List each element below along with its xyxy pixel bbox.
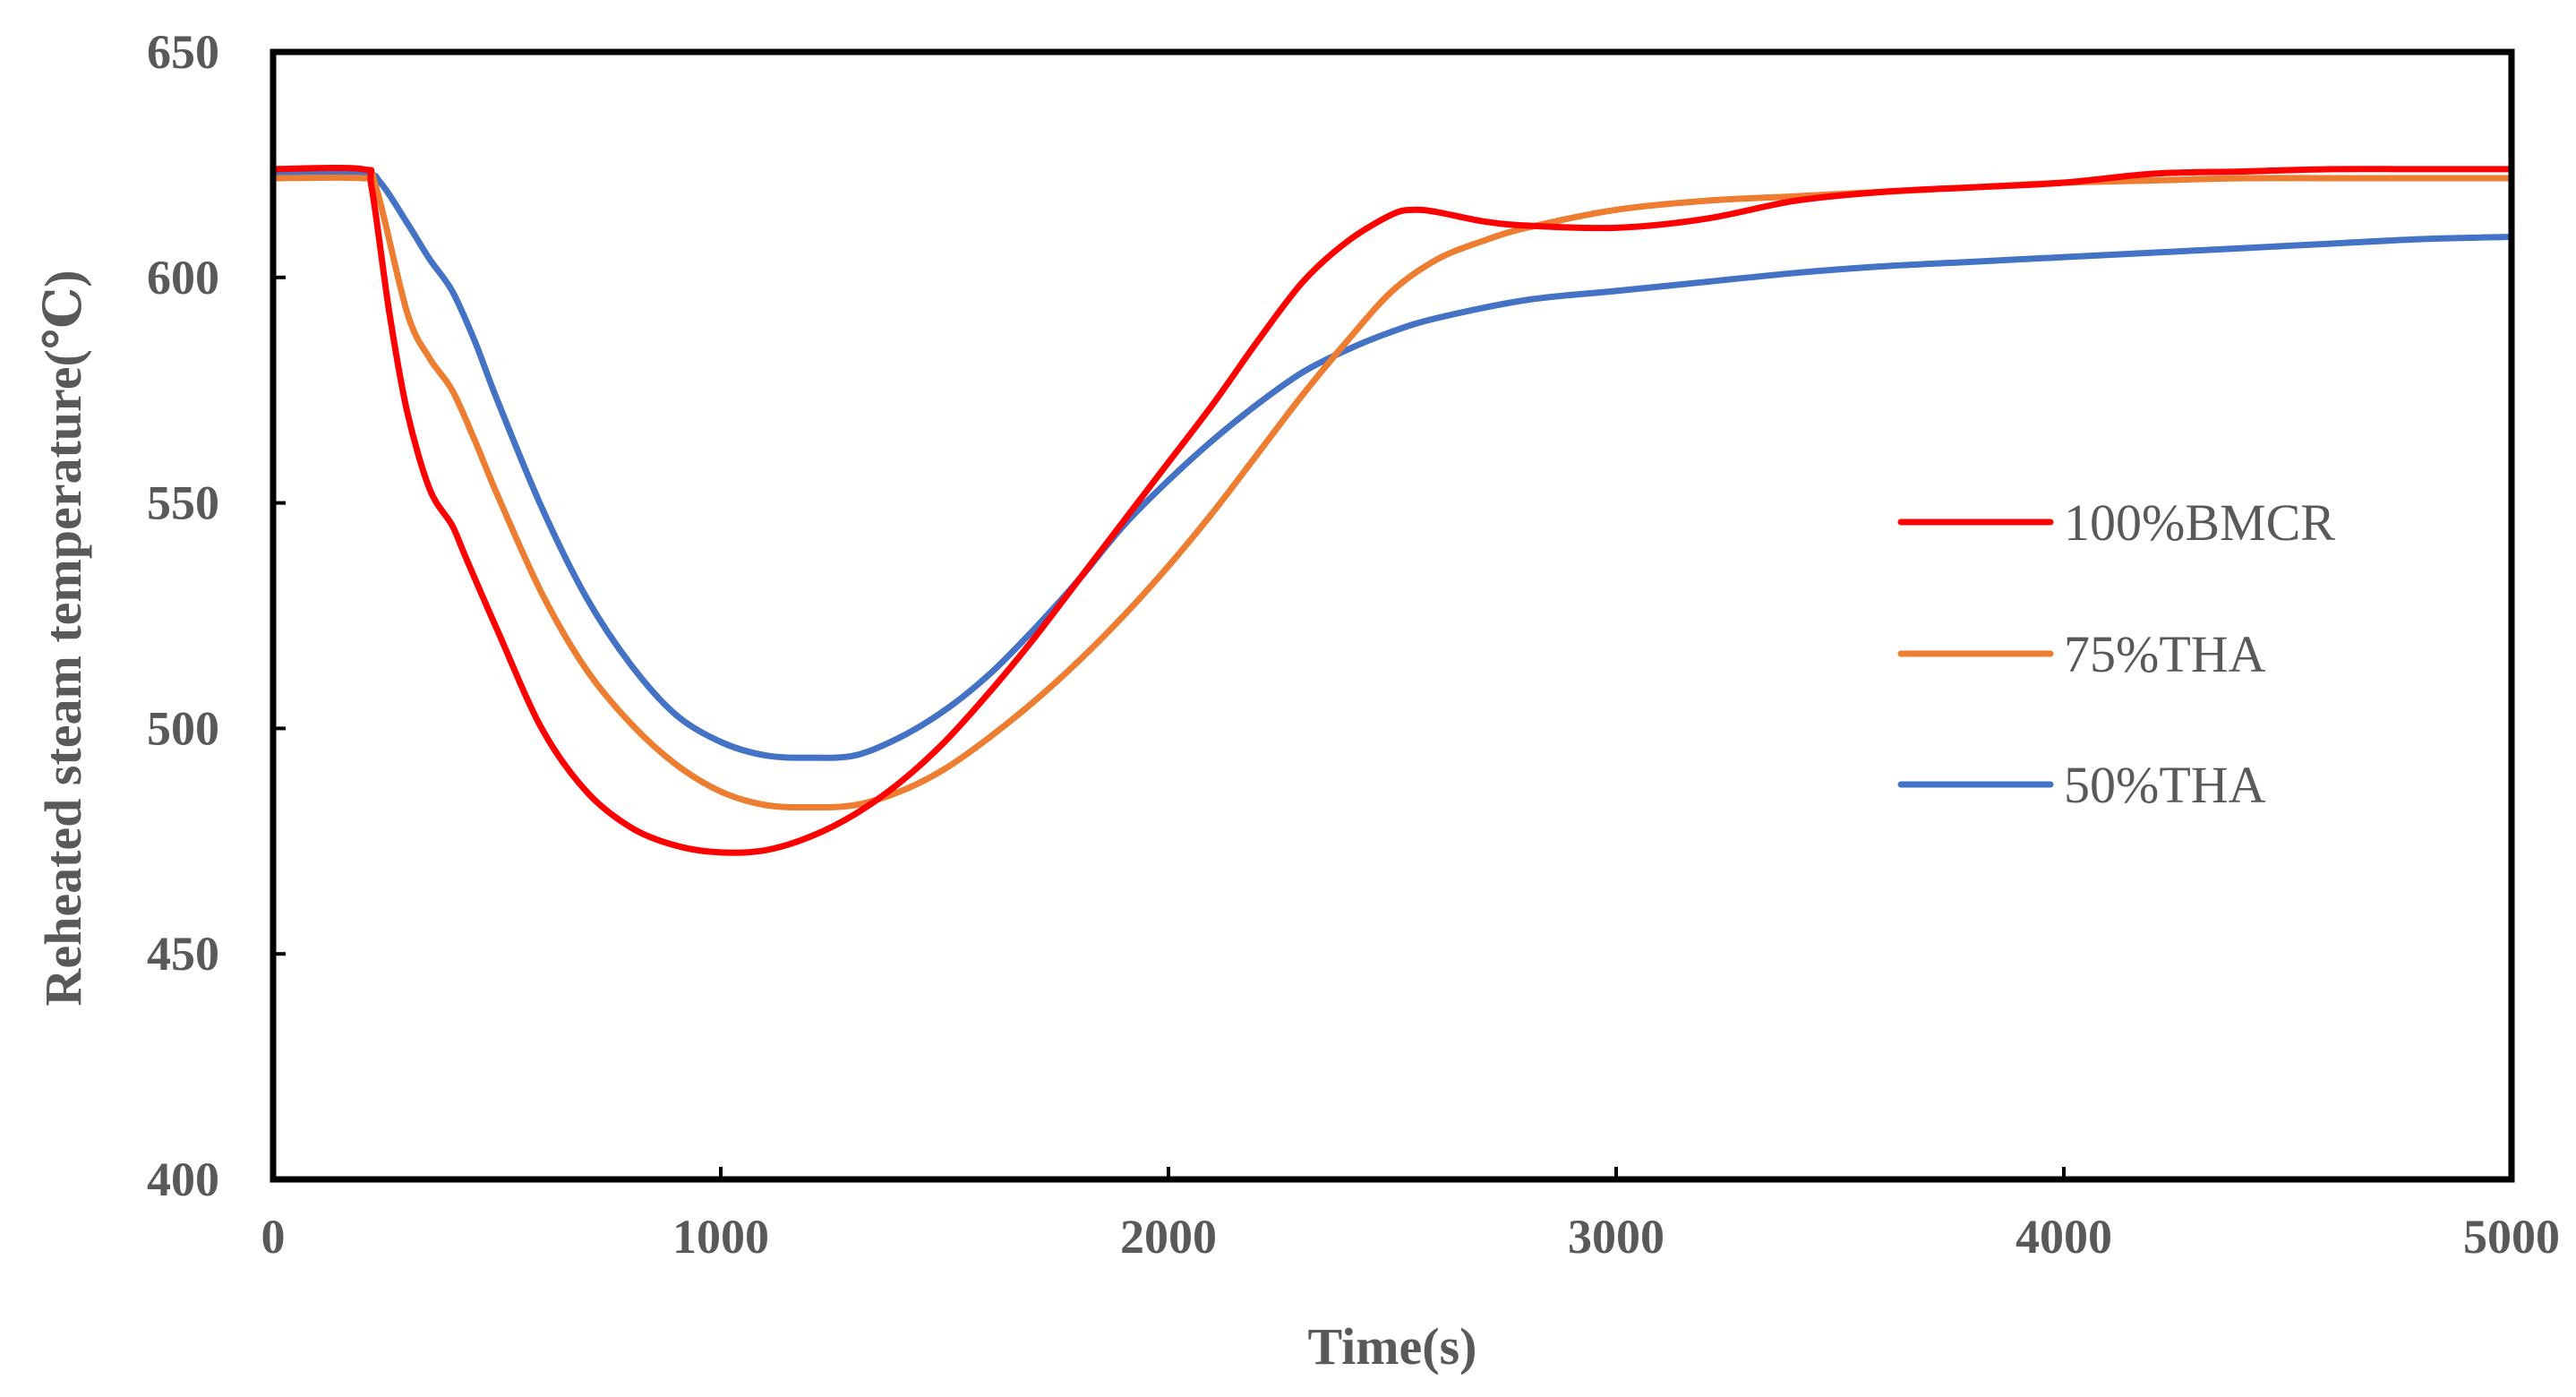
legend-label-100-pct-bmcr: 100%BMCR [2064, 493, 2335, 552]
x-axis-title: Time(s) [1307, 1317, 1476, 1376]
y-tick-label: 450 [147, 927, 219, 981]
y-axis-title: Reheated steam temperature(℃) [34, 270, 92, 1006]
y-tick-label: 400 [147, 1153, 219, 1206]
x-tick-label: 0 [261, 1210, 286, 1264]
x-tick-label: 4000 [2015, 1210, 2112, 1264]
legend-label-75-pct-tha: 75%THA [2064, 625, 2266, 683]
x-tick-label: 1000 [672, 1210, 769, 1264]
y-tick-label: 650 [147, 25, 219, 79]
plot-frame [270, 48, 2515, 1183]
y-tick-label: 550 [147, 476, 219, 530]
series-layer [270, 164, 2515, 856]
axis-layer: 0 1000 2000 3000 4000 5000 400 450 500 550 600 650 [147, 25, 2560, 1264]
x-tick-label: 3000 [1568, 1210, 1665, 1264]
legend-label-50-pct-tha: 50%THA [2064, 756, 2266, 814]
x-tick-label: 5000 [2463, 1210, 2560, 1264]
y-tick-label: 600 [147, 251, 219, 304]
x-tick-label: 2000 [1120, 1210, 1217, 1264]
y-tick-label: 500 [147, 701, 219, 755]
legend: 100%BMCR 75%THA 50%THA [1897, 493, 2335, 814]
series-line-100-pct-bmcr [270, 164, 2515, 856]
